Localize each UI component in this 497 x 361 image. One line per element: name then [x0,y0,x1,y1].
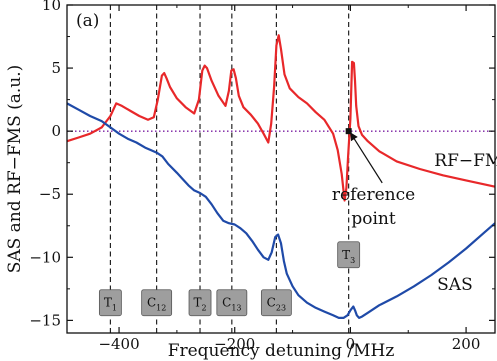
resonance-marker-box [188,289,212,317]
resonance-marker-c13: C13 [216,289,248,317]
resonance-marker-box [98,289,122,317]
resonance-marker-label: T3 [342,248,355,265]
y-axis-title: SAS and RF−FMS (a.u.) [5,65,25,274]
x-tick-label: 200 [452,335,481,353]
series-line-sas [66,102,496,319]
resonance-marker-t2: T2 [188,289,212,317]
series-line-rf-fms [66,34,496,202]
x-tick-label: 0 [346,335,356,353]
resonance-marker-label: C12 [147,296,166,313]
reference-label-line2: point [351,209,396,229]
y-tick-label: −15 [29,311,61,329]
resonance-marker-label: C13 [222,296,241,313]
panel-label: (a) [76,11,99,31]
resonance-marker-label: T2 [193,296,206,313]
y-tick-label: −5 [39,185,61,203]
resonance-marker-t1: T1 [98,289,122,317]
y-tick-label: −10 [29,248,61,266]
y-tick-label: 0 [51,122,61,140]
reference-arrow [350,132,383,184]
rf-fms-label: RF−FMS [434,151,497,171]
x-tick-label: −400 [98,335,139,353]
resonance-marker-label: T1 [104,296,117,313]
y-tick-label: 5 [51,59,61,77]
resonance-marker-box [216,289,248,317]
x-tick-label: −200 [214,335,255,353]
x-axis-title: Frequency detuning /MHz [168,341,395,361]
reference-label-line1: reference [332,185,415,205]
y-tick-label: 10 [42,0,61,14]
resonance-marker-box [337,241,361,269]
plot-frame [66,4,496,334]
sas-label: SAS [437,275,473,295]
resonance-marker-label: C23 [267,296,286,313]
resonance-marker-t3: T3 [337,241,361,269]
resonance-marker-box [141,289,173,317]
resonance-marker-c12: C12 [141,289,173,317]
resonance-marker-c23: C23 [260,289,292,317]
reference-point-marker [345,128,352,135]
resonance-marker-box [260,289,292,317]
